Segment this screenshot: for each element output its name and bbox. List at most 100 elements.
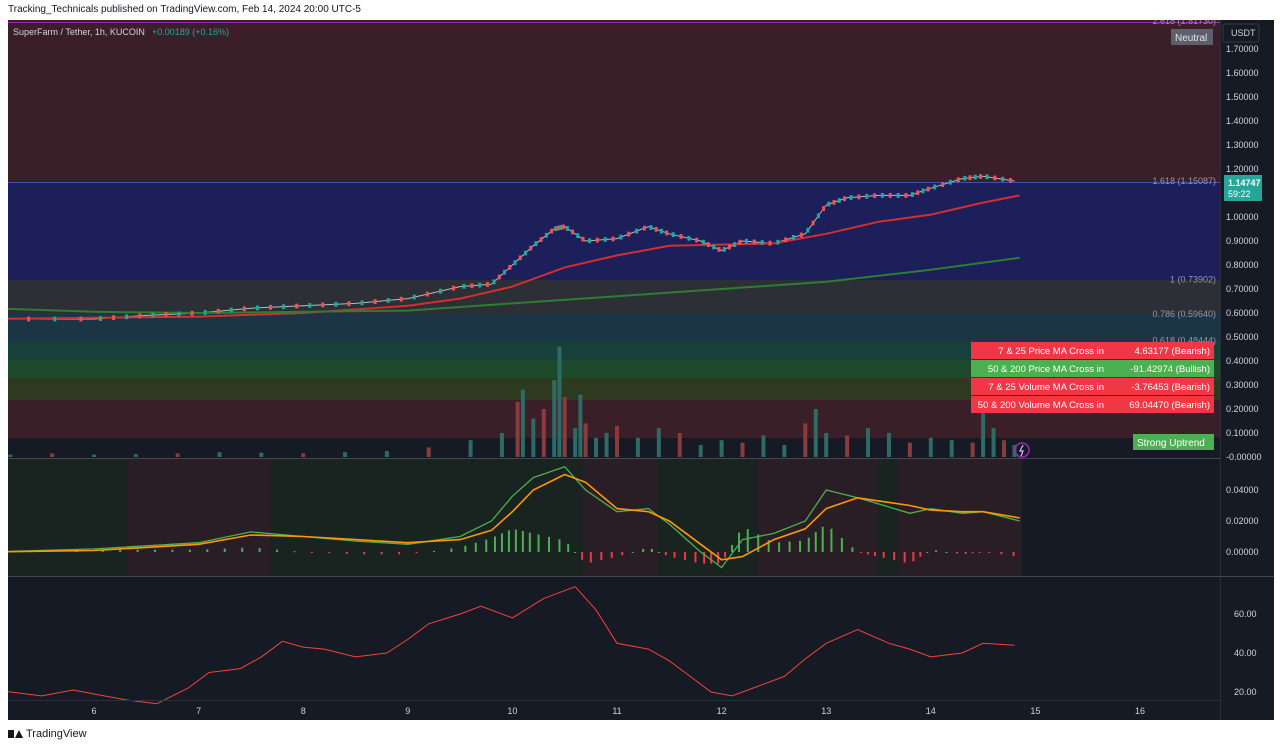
price-series [0, 174, 1020, 322]
trend-badge [1133, 434, 1214, 450]
price-tick-label: 1.50000 [1226, 92, 1259, 102]
candle [544, 232, 548, 238]
macd-hist-bar [830, 528, 833, 552]
table-label-3: 50 & 200 Volume MA Cross in [978, 400, 1104, 411]
candle [559, 225, 563, 230]
macd-hist-bar [574, 552, 577, 553]
candle [478, 282, 482, 288]
candle [941, 182, 945, 187]
macd-hist-bar [581, 552, 584, 560]
candle [744, 238, 748, 244]
volume-bar [578, 394, 583, 457]
macd-hist-bar [600, 552, 603, 561]
candle [679, 234, 683, 239]
candle [177, 311, 181, 317]
chart-frame[interactable]: 2.618 (1.81730) 1.618 (1.15087) 1 (0.73902… [0, 16, 1274, 720]
tradingview-logo-icon [8, 729, 23, 739]
candle [701, 239, 705, 245]
price-tick-label: 0.90000 [1226, 236, 1259, 246]
candle [849, 195, 853, 200]
candle [768, 240, 772, 246]
candle [595, 237, 599, 243]
fib-label-3: 0.786 (0.59640) [1152, 309, 1216, 319]
candle [550, 228, 554, 234]
macd-hist-bar [710, 552, 713, 564]
candle [985, 174, 989, 180]
volume-bar [557, 346, 562, 457]
candle [799, 232, 803, 238]
macd-hist-bar [882, 552, 885, 558]
time-tick-label: 9 [405, 706, 410, 716]
neutral-badge [1171, 29, 1213, 45]
candle [334, 301, 338, 307]
candle [832, 199, 836, 205]
pane-sep-1 [8, 458, 1220, 459]
candle [1001, 176, 1005, 182]
macd-hist-bar [154, 549, 157, 552]
volume-bar [813, 409, 818, 457]
candle [603, 237, 607, 242]
macd-hist-bar [474, 542, 477, 552]
macd-hist-bar [171, 549, 174, 552]
macd-hist-bar [821, 526, 824, 552]
time-tick-label: 12 [717, 706, 727, 716]
table-label-1: 50 & 200 Price MA Cross in [988, 364, 1104, 375]
candle [203, 310, 207, 315]
macd-hist-bar [657, 552, 660, 553]
volume-bar [719, 440, 724, 457]
rsi-pane: 60.00 40.00 20.00 [0, 586, 1257, 705]
volume-bar [866, 428, 871, 457]
table-value-2: -3.76453 (Bearish) [1131, 382, 1210, 393]
price-tick-label: 0.80000 [1226, 260, 1259, 270]
candle [910, 192, 914, 197]
candle [412, 294, 416, 300]
alert-icon[interactable] [1014, 442, 1030, 458]
macd-hist-bar [450, 548, 453, 552]
change-label: +0.00189 (+0.16%) [152, 27, 229, 37]
volume-bar [92, 454, 96, 457]
macd-hist-bar [945, 552, 948, 553]
candle [649, 225, 653, 230]
candle [896, 193, 900, 198]
macd-hist-bar [851, 547, 854, 552]
candle [503, 269, 507, 275]
candle [190, 310, 194, 316]
volume-bar [175, 453, 180, 457]
chart-svg[interactable]: 2.618 (1.81730) 1.618 (1.15087) 1 (0.73902… [0, 16, 1274, 720]
candle [164, 312, 168, 317]
volume-bar [468, 440, 473, 457]
candle [843, 196, 847, 202]
macd-hist-bar [310, 552, 313, 553]
macd-hist-bar [731, 545, 734, 552]
volume-bar [301, 453, 306, 457]
candle [534, 241, 538, 247]
price-tag-countdown: 59:22 [1228, 189, 1251, 199]
time-tick-label: 15 [1030, 706, 1040, 716]
macd-hist-bar [548, 536, 551, 552]
volume-bar [552, 380, 557, 457]
table-value-1: -91.42974 (Bullish) [1130, 364, 1210, 375]
background-zones [8, 20, 1220, 576]
macd-hist-bar [500, 533, 503, 552]
candle [933, 184, 937, 190]
candle [321, 302, 325, 308]
price-tick-label: 1.20000 [1226, 164, 1259, 174]
volume-bar [615, 425, 619, 457]
macd-hist-bar [345, 552, 348, 554]
macd-hist-bar [119, 549, 122, 552]
candle [738, 239, 742, 245]
candle [508, 265, 512, 270]
candle [837, 198, 841, 203]
ma-slow-line [0, 256, 1020, 315]
fib-label-0: 2.618 (1.81730) [1152, 20, 1216, 26]
volume-bar [573, 428, 578, 457]
candle [438, 288, 442, 294]
macd-hist-bar [893, 552, 896, 561]
table-value-3: 69.04470 (Bearish) [1129, 400, 1210, 411]
candle [792, 235, 796, 240]
volume-bar [515, 401, 520, 457]
currency-box[interactable] [1222, 23, 1260, 43]
macd-hist-bar [101, 549, 104, 552]
candle [865, 193, 869, 199]
macd-pane: 0.04000 0.02000 0.00000 [0, 466, 1259, 569]
